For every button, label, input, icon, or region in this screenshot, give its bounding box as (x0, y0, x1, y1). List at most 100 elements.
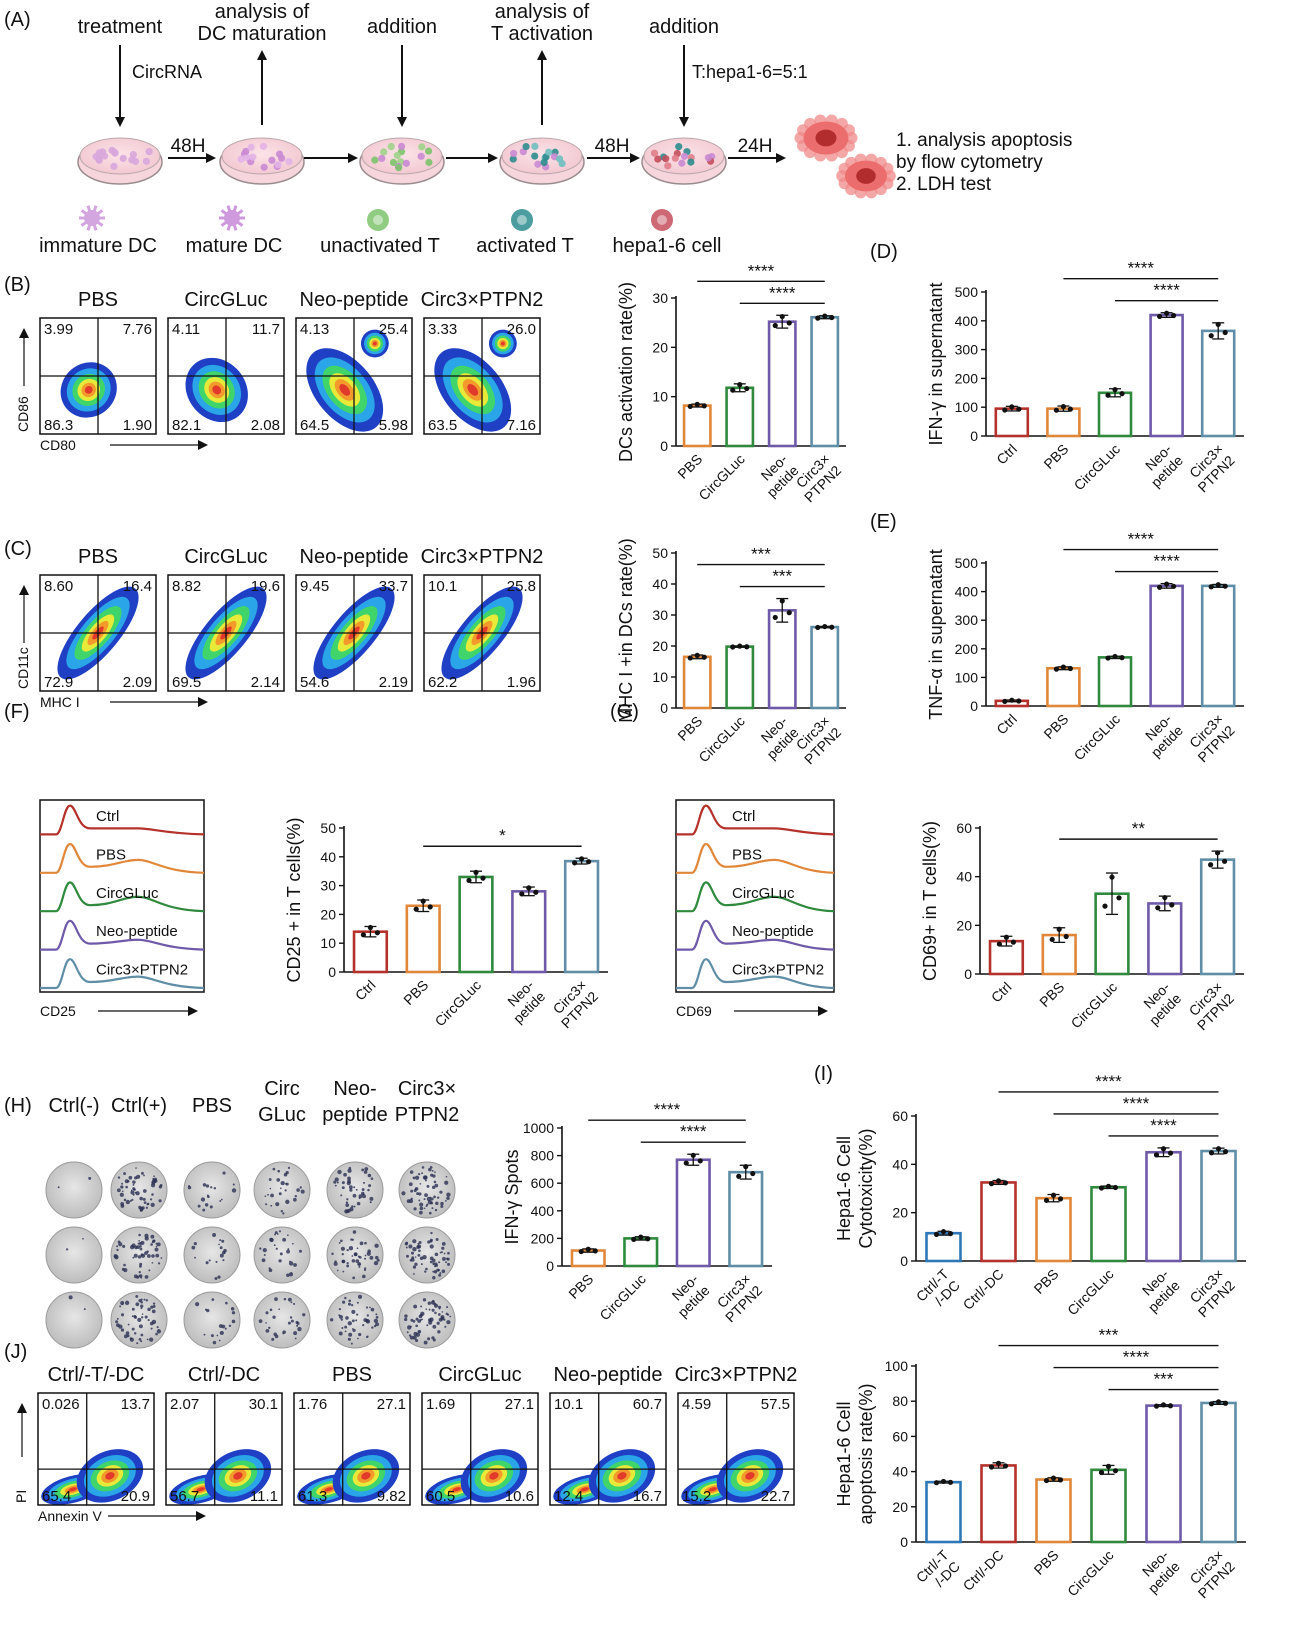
spot-dot (370, 1177, 374, 1181)
spot-dot (152, 1302, 156, 1305)
sample-title: Neo-peptide (554, 1364, 663, 1386)
data-point (1222, 1149, 1229, 1155)
spot-dot (429, 1196, 432, 1199)
sample-title: PBS (78, 546, 118, 568)
spot-dot (352, 1193, 357, 1198)
spot-dot (407, 1325, 412, 1330)
plot-frame (165, 1392, 283, 1506)
data-point (995, 1178, 1002, 1184)
x-tick-label: PBS (1030, 1266, 1061, 1297)
outcome-text: 1. analysis apoptosis (896, 130, 1072, 151)
elispot-well (45, 1161, 103, 1219)
bar (980, 1464, 1017, 1544)
cell-dot (129, 150, 137, 159)
x-tick-label: Circ3×PTPN2 (1183, 1547, 1238, 1602)
spot-dot (287, 1166, 291, 1170)
spot-dot (413, 1304, 418, 1309)
spot-dot (274, 1334, 279, 1339)
spot-dot (138, 1274, 143, 1278)
y-tick-label: 80 (892, 1393, 908, 1409)
spot-dot (346, 1262, 349, 1265)
elispot-well (45, 1291, 103, 1349)
spot-dot (363, 1318, 368, 1322)
spot-dot (431, 1336, 435, 1340)
spot-dot (283, 1297, 287, 1301)
spot-dot (424, 1270, 427, 1273)
spot-dot (419, 1256, 424, 1261)
spot-dot (432, 1276, 436, 1280)
spot-dot (333, 1261, 338, 1266)
spot-dot (82, 1237, 84, 1240)
x-tick-label: Ctrl (993, 441, 1020, 468)
spot-dot (348, 1185, 353, 1190)
y-axis-title: Cytotoxicity(%) (856, 1128, 876, 1248)
spot-dot (409, 1170, 414, 1174)
spot-dot (410, 1251, 415, 1255)
spot-dot (344, 1296, 347, 1300)
spot-dot (132, 1256, 135, 1259)
spot-dot (205, 1261, 209, 1265)
spot-dot (355, 1319, 358, 1322)
spot-dot (302, 1313, 306, 1317)
spot-dot (123, 1263, 126, 1267)
spot-dot (347, 1321, 352, 1326)
elispot-wells: (H) Ctrl(-) Ctrl(+) PBS Circ GLuc Neo-peptide C… (4, 1078, 459, 1349)
spot-dot (349, 1188, 353, 1192)
spot-dot (121, 1190, 124, 1193)
quadrant-value: 72.9 (44, 674, 73, 691)
x-axis-label: CD25 (40, 1003, 76, 1019)
data-point (1003, 934, 1010, 940)
bar (725, 386, 755, 448)
bar (405, 904, 441, 974)
quadrant-value: 8.60 (44, 578, 73, 595)
quadrant-value: 2.08 (251, 417, 280, 434)
spot-dot (417, 1329, 422, 1334)
cell-nucleus (856, 168, 876, 184)
cell-nucleus (657, 215, 667, 225)
spot-dot (439, 1190, 443, 1194)
data-point (1050, 1192, 1057, 1198)
well-column-title: Neo- (333, 1078, 376, 1100)
spot-dot (346, 1248, 349, 1252)
spot-dot (437, 1330, 441, 1334)
cell-dot (418, 143, 426, 151)
spot-dot (373, 1260, 379, 1266)
y-tick-label: 400 (531, 1203, 555, 1219)
spot-dot (135, 1302, 140, 1307)
x-tick-label: Circ3×PTPN2 (711, 1271, 766, 1326)
data-point (786, 610, 792, 616)
cell-dot (131, 157, 140, 166)
spot-dot (160, 1257, 163, 1259)
sample-title: CircGLuc (184, 546, 267, 568)
spot-dot (120, 1185, 124, 1189)
spot-dot (146, 1250, 149, 1253)
y-tick-label: 0 (900, 1534, 908, 1550)
spot-dot (219, 1330, 224, 1336)
spot-dot (123, 1334, 128, 1339)
bar (1046, 666, 1081, 708)
spot-dot (348, 1299, 352, 1303)
quadrant-value: 1.96 (507, 674, 536, 691)
spot-dot (138, 1338, 142, 1341)
data-point (420, 898, 426, 904)
ratio-label: T:hepa1-6=5:1 (692, 62, 808, 82)
spot-dot (157, 1262, 161, 1265)
spot-dot (146, 1254, 151, 1258)
data-point (1105, 392, 1111, 398)
spot-dot (284, 1182, 287, 1185)
spot-dot (367, 1173, 372, 1178)
spot-dot (138, 1205, 142, 1209)
spot-dot (88, 1176, 92, 1180)
spot-dot (429, 1211, 432, 1215)
x-tick-label: Circ3×PTPN2 (1182, 979, 1237, 1034)
bar (767, 320, 797, 448)
spot-dot (352, 1328, 356, 1332)
spot-dot (355, 1259, 360, 1264)
spot-dot (446, 1306, 449, 1309)
track-label: PBS (96, 846, 126, 863)
data-point (1208, 1150, 1215, 1156)
spot-dot (152, 1239, 156, 1243)
spot-dot (424, 1179, 427, 1182)
spot-dot (132, 1183, 135, 1186)
